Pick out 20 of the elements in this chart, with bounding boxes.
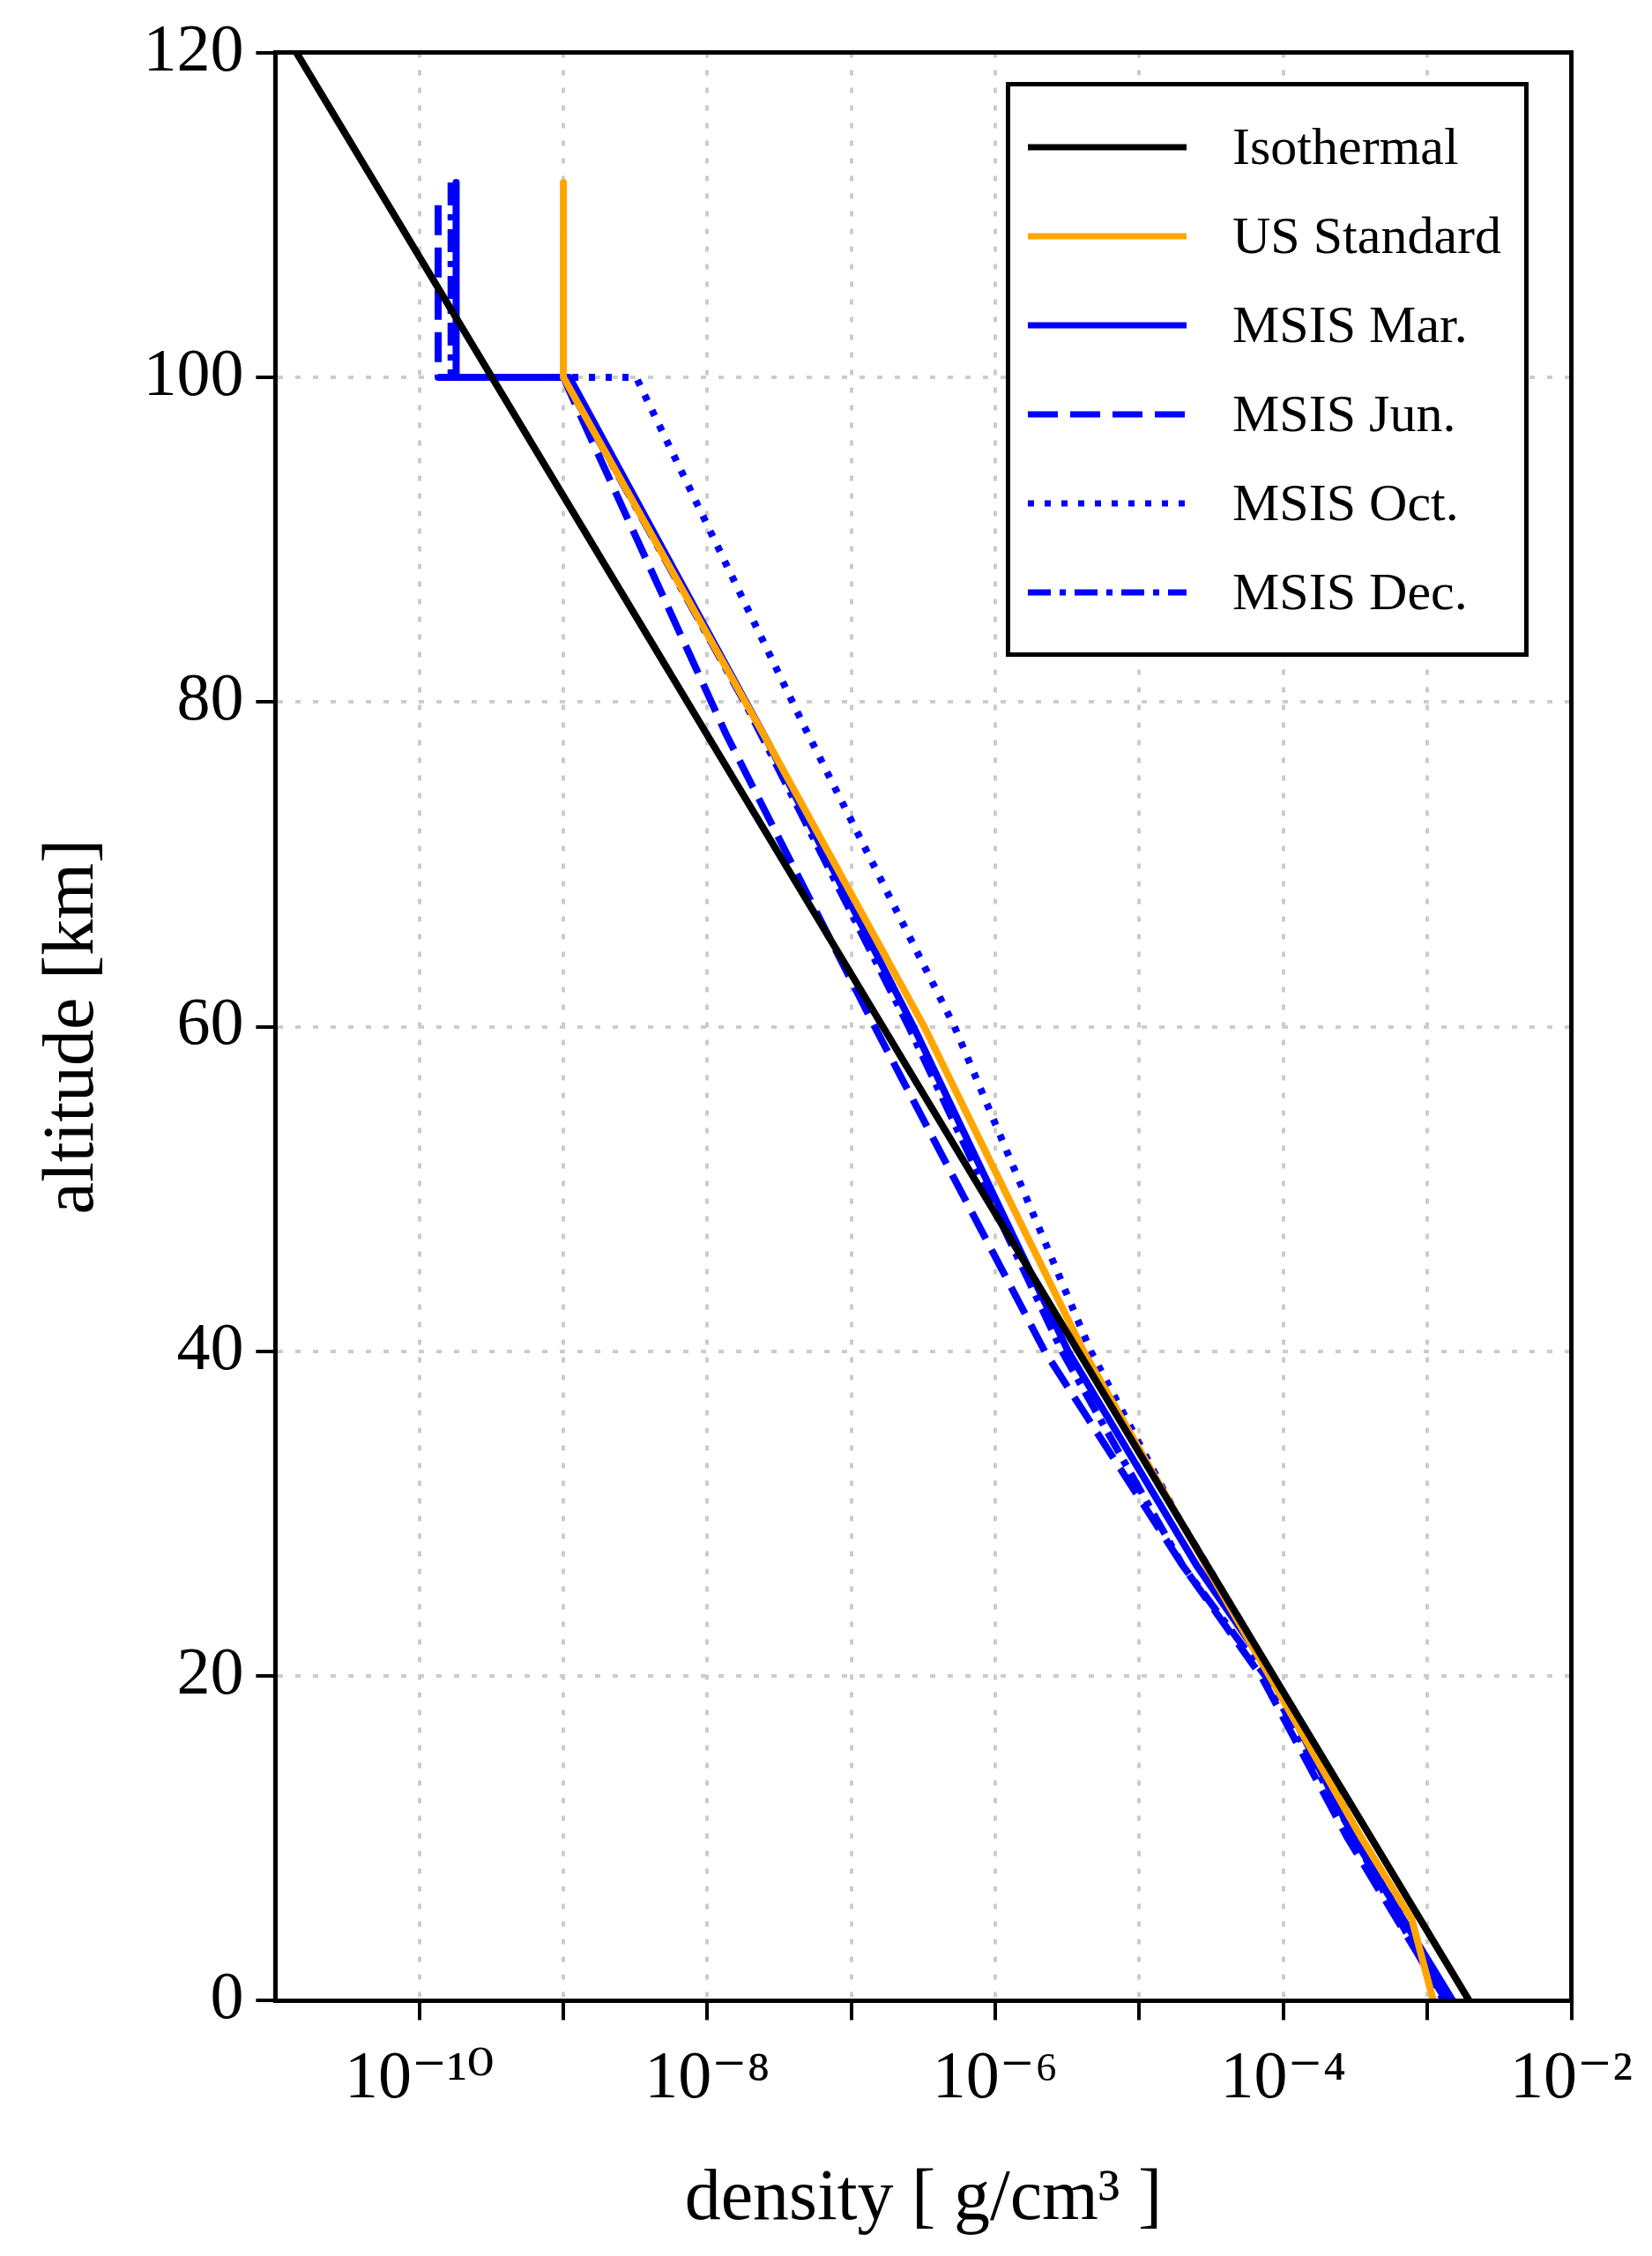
legend-label: MSIS Mar. [1232, 294, 1468, 355]
y-tick-label: 20 [176, 1634, 244, 1709]
y-axis-title: altitude [km] [27, 838, 108, 1215]
y-tick-label: 60 [176, 984, 244, 1059]
legend-label: MSIS Dec. [1232, 562, 1468, 622]
x-tick-label: 10⁻⁶ [932, 2036, 1059, 2111]
legend-label: MSIS Jun. [1232, 383, 1456, 444]
y-tick-label: 100 [143, 334, 244, 409]
y-tick-label: 80 [176, 659, 244, 734]
x-axis-title: density [ g/cm³ ] [684, 2155, 1163, 2236]
legend-label: MSIS Oct. [1232, 473, 1459, 533]
legend-label: Isothermal [1232, 116, 1459, 177]
x-tick-label: 10⁻¹⁰ [345, 2036, 495, 2111]
y-tick-label: 0 [210, 1958, 244, 2033]
y-tick-label: 120 [143, 10, 244, 85]
y-tick-label: 40 [176, 1308, 244, 1383]
legend-label: US Standard [1232, 205, 1501, 266]
x-tick-label: 10⁻⁴ [1220, 2036, 1347, 2111]
x-tick-label: 10⁻² [1510, 2036, 1633, 2111]
x-tick-label: 10⁻⁸ [644, 2036, 770, 2111]
